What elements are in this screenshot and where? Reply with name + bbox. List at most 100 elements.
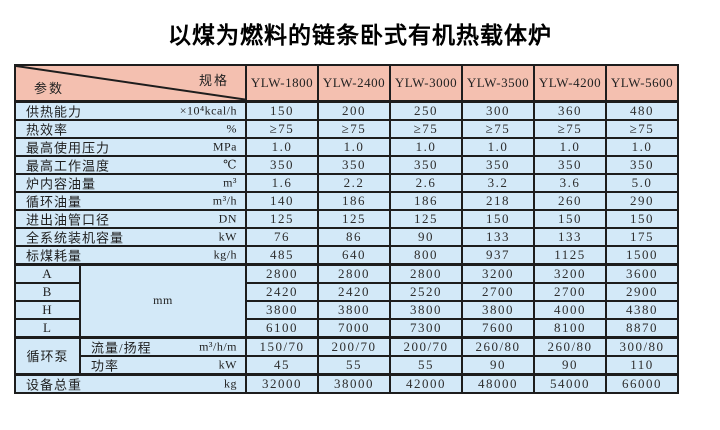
row-label-cell: 设备总重 kg: [14, 372, 247, 394]
row-unit: kg/h: [213, 247, 237, 261]
value-cell: 54000: [533, 372, 607, 394]
value-cell: 45: [245, 354, 319, 375]
row-label-cell: 炉内容油量 m³: [14, 172, 247, 193]
value-cell: 360: [533, 99, 607, 121]
row-label: 设备总重: [26, 377, 83, 392]
row-label-cell: 循环油量 m³/h: [14, 190, 247, 211]
corner-spec-label: 规格: [198, 73, 229, 88]
value-cell: 186: [317, 190, 391, 211]
row-label: 最高工作温度: [26, 158, 111, 173]
value-cell: 140: [245, 190, 319, 211]
column-header-model: YLW-4200: [533, 64, 607, 102]
value-cell: 300: [461, 99, 535, 121]
table-row: 循环油量 m³/h 140 186 186 218 260 290: [14, 190, 679, 211]
row-unit: kg: [224, 376, 237, 390]
value-cell: 260: [533, 190, 607, 211]
value-cell: 2520: [389, 281, 463, 302]
value-cell: 4380: [605, 299, 679, 320]
dim-letter-cell: L: [14, 317, 81, 338]
value-cell: 125: [389, 208, 463, 229]
value-cell: 125: [317, 208, 391, 229]
row-label-cell: 全系统装机容量 kW: [14, 226, 247, 247]
value-cell: 55: [317, 354, 391, 375]
column-header-model: YLW-3000: [389, 64, 463, 102]
row-label: 标煤耗量: [26, 248, 83, 263]
value-cell: 76: [245, 226, 319, 247]
value-cell: 3800: [317, 299, 391, 320]
value-cell: 86: [317, 226, 391, 247]
value-cell: 133: [461, 226, 535, 247]
value-cell: 350: [389, 154, 463, 175]
table-row-pump-flow: 循环泵 流量/扬程 m³/h/m 150/70 200/70 200/70 260…: [14, 335, 679, 375]
table-row: 标煤耗量 kg/h 485 640 800 937 1125 1500: [14, 244, 679, 265]
corner-cell: 规格 参数: [14, 64, 247, 102]
value-cell: 90: [533, 354, 607, 375]
row-label: 供热能力: [26, 104, 83, 119]
value-cell: 800: [389, 244, 463, 265]
value-cell: 175: [605, 226, 679, 247]
row-label-cell: 最高使用压力 MPa: [14, 136, 247, 157]
value-cell: 350: [461, 154, 535, 175]
table-row: 炉内容油量 m³ 1.6 2.2 2.6 3.2 3.6 5.0: [14, 172, 679, 193]
column-header-model: YLW-5600: [605, 64, 679, 102]
row-unit: MPa: [212, 139, 237, 154]
value-cell: 7600: [461, 317, 535, 338]
value-cell: 290: [605, 190, 679, 211]
row-unit: DN: [218, 211, 237, 226]
table-row-dim-b: B 2420 2420 2520 2700 2700 2900: [14, 281, 679, 302]
value-cell: 150: [533, 208, 607, 229]
value-cell: 186: [389, 190, 463, 211]
value-cell: 200/70: [389, 335, 463, 357]
value-cell: 3600: [605, 262, 679, 284]
value-cell: 150/70: [245, 335, 319, 357]
value-cell: 640: [317, 244, 391, 265]
value-cell: 350: [245, 154, 319, 175]
row-label-cell: 最高工作温度 ℃: [14, 154, 247, 175]
row-unit: kW: [218, 229, 237, 244]
value-cell: 485: [245, 244, 319, 265]
value-cell: 55: [389, 354, 463, 375]
dims-unit-cell: mm: [79, 262, 247, 338]
value-cell: 2800: [245, 262, 319, 284]
value-cell: 110: [605, 354, 679, 375]
table-row-total-weight: 设备总重 kg 32000 38000 42000 48000 54000 660…: [14, 372, 679, 394]
value-cell: 90: [389, 226, 463, 247]
value-cell: ≥75: [389, 118, 463, 139]
value-cell: 2900: [605, 281, 679, 302]
value-cell: 260/80: [461, 335, 535, 357]
column-header-model: YLW-3500: [461, 64, 535, 102]
column-header-model: YLW-1800: [245, 64, 319, 102]
row-unit: m³/h/m: [199, 339, 237, 353]
value-cell: 3800: [245, 299, 319, 320]
spec-table: 规格 参数 YLW-1800 YLW-2400 YLW-3000 YLW-350…: [14, 64, 679, 394]
value-cell: 350: [317, 154, 391, 175]
value-cell: 1.0: [389, 136, 463, 157]
corner-param-label: 参数: [34, 80, 65, 96]
row-label: 全系统装机容量: [26, 230, 125, 245]
row-label-cell: 标煤耗量 kg/h: [14, 244, 247, 265]
value-cell: 2700: [533, 281, 607, 302]
value-cell: 1.0: [605, 136, 679, 157]
value-cell: 2800: [317, 262, 391, 284]
dim-letter-cell: H: [14, 299, 81, 320]
column-header-model: YLW-2400: [317, 64, 391, 102]
value-cell: ≥75: [533, 118, 607, 139]
diagonal-divider-line: [16, 66, 245, 100]
value-cell: 150: [245, 99, 319, 121]
value-cell: 2.2: [317, 172, 391, 193]
row-unit: kW: [218, 357, 237, 371]
row-label-cell: 供热能力 ×10⁴kcal/h: [14, 99, 247, 121]
value-cell: 2.6: [389, 172, 463, 193]
value-cell: 3.2: [461, 172, 535, 193]
table-row-dim-h: H 3800 3800 3800 3800 4000 4380: [14, 299, 679, 320]
value-cell: 150: [461, 208, 535, 229]
table-row: 热效率% ≥75 ≥75 ≥75 ≥75 ≥75 ≥75: [14, 118, 679, 139]
row-label: 循环油量: [26, 194, 83, 209]
dim-letter-cell: A: [14, 262, 81, 284]
row-unit: m³/h: [212, 193, 237, 208]
table-row-pump-power: 功率 kW 45 55 55 90 90 110: [15, 354, 679, 375]
row-label-cell: 进出油管口径 DN: [14, 208, 247, 229]
value-cell: 1.6: [245, 172, 319, 193]
value-cell: 66000: [605, 372, 679, 394]
value-cell: ≥75: [245, 118, 319, 139]
